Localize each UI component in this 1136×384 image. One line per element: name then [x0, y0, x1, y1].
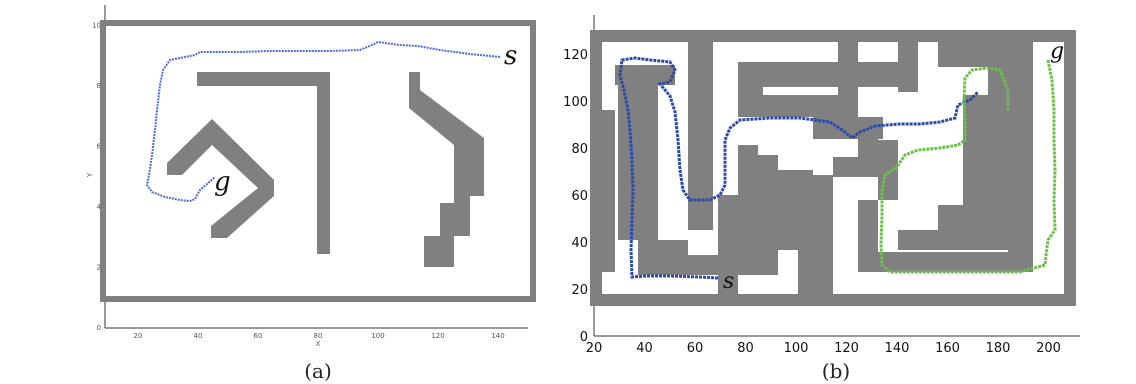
- caption-b: (b): [822, 359, 850, 383]
- maze-walls: [590, 30, 1076, 306]
- panel-a: 20 40 60 80 100 120 140 0 2 4 6 8 10 X Y s g (a): [0, 0, 560, 384]
- x-tick-label: 80: [314, 332, 323, 340]
- x-tick-label: 40: [194, 332, 203, 340]
- obstacle-polygon-right: [409, 72, 484, 267]
- y-tick-label: 80: [571, 142, 588, 157]
- y-tick-label: 10: [92, 22, 101, 30]
- goal-label: g: [214, 167, 231, 197]
- x-tick-label: 140: [491, 332, 504, 340]
- path-blue: [145, 40, 501, 203]
- obstacle-chevron: [167, 119, 274, 238]
- x-tick-label: 140: [885, 341, 910, 356]
- y-tick-label: 20: [571, 283, 588, 298]
- x-tick-label: 40: [636, 341, 653, 356]
- x-tick-label: 100: [371, 332, 384, 340]
- y-axis-label: Y: [86, 172, 94, 178]
- y-tick-label: 100: [563, 95, 588, 110]
- x-tick-label: 100: [784, 341, 809, 356]
- environment-border: [100, 20, 536, 302]
- panel-a-plot: 20 40 60 80 100 120 140 0 2 4 6 8 10 X Y s g (a): [86, 5, 536, 383]
- x-tick-label: 200: [1036, 341, 1061, 356]
- goal-label-right: g: [1050, 39, 1064, 64]
- x-tick-label: 160: [935, 341, 960, 356]
- x-tick-label: 120: [834, 341, 859, 356]
- caption-a: (a): [304, 359, 332, 383]
- y-tick-labels: 0 20 40 60 80 100 120: [563, 48, 588, 345]
- y-tick-label: 120: [563, 48, 588, 63]
- x-tick-label: 20: [134, 332, 143, 340]
- x-tick-label: 60: [254, 332, 263, 340]
- x-tick-label: 80: [737, 341, 754, 356]
- panel-b-plot: 20 40 60 80 100 120 140 160 180 200 0204060801001…: [563, 15, 1080, 383]
- x-tick-label: 60: [687, 341, 704, 356]
- panel-b: 20 40 60 80 100 120 140 160 180 200 0 20 40 60 80 100 1…: [560, 0, 1136, 384]
- y-tick-label: 8: [97, 82, 101, 90]
- y-tick-label: 60: [571, 189, 588, 204]
- x-tick-labels: 20 40 60 80 100 120 140 160 180 200: [586, 341, 1061, 356]
- y-tick-label: 4: [97, 203, 102, 211]
- y-tick-label: 6: [97, 143, 102, 151]
- y-tick-label: 2: [97, 264, 101, 272]
- path-blue: [618, 56, 980, 280]
- x-axis-label: X: [316, 340, 321, 348]
- y-tick-label: 40: [571, 236, 588, 251]
- y-tick-labels: 0 2 4 6 8 10: [92, 22, 101, 333]
- start-label: s: [504, 41, 517, 71]
- x-tick-label: 120: [431, 332, 444, 340]
- x-tick-labels: 20 40 60 80 100 120 140: [134, 332, 505, 340]
- y-tick-label: 0: [97, 324, 101, 332]
- path-green: [879, 59, 1057, 274]
- x-tick-label: 180: [986, 341, 1011, 356]
- start-label: s: [723, 269, 734, 294]
- y-tick-label: 0: [580, 330, 588, 345]
- x-tick-label: 20: [586, 341, 603, 356]
